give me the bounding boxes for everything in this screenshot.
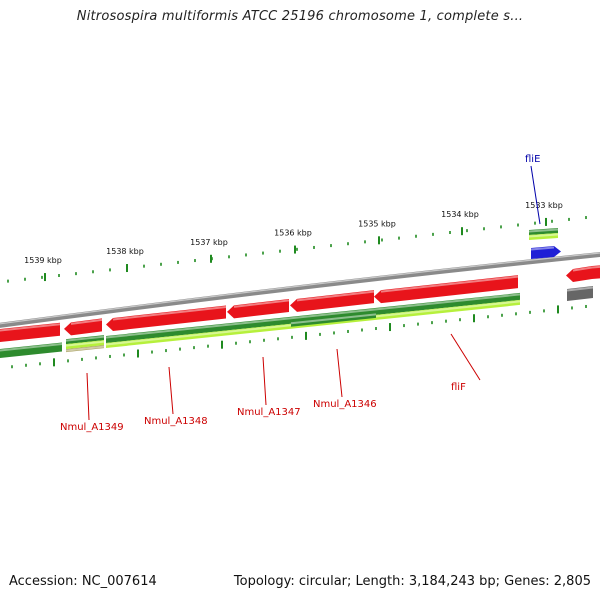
gene-label-nmul_a1347[interactable]: Nmul_A1347	[237, 407, 301, 418]
gene-arrow-red-highlight	[233, 299, 290, 308]
ruler-tick-label: 1535 kbp	[358, 219, 396, 228]
gene-arrow-red-highlight	[380, 275, 519, 293]
gene-arrow-blue[interactable]	[531, 246, 561, 259]
cds-band-dark-highlight	[290, 313, 377, 325]
gene-arrow-grey-highlight	[566, 286, 594, 292]
cds-band-light[interactable]	[66, 340, 104, 350]
gene-arrow-red[interactable]	[374, 275, 518, 304]
cds-band-dark[interactable]	[0, 342, 62, 359]
gene-track	[0, 228, 600, 359]
cds-band-dark[interactable]	[529, 228, 558, 235]
backbone-highlight	[0, 252, 600, 325]
gene-arrow-red-highlight	[591, 265, 600, 269]
gene-arrow-red[interactable]	[592, 265, 600, 279]
ruler-tick-label: 1536 kbp	[274, 229, 312, 238]
gene-label-nmul_a1348[interactable]: Nmul_A1348	[144, 416, 208, 427]
map-title: Nitrosospira multiformis ATCC 25196 chro…	[76, 9, 524, 24]
ruler-tick-label: 1534 kbp	[441, 210, 479, 219]
gene-arrow-red[interactable]	[106, 305, 226, 331]
gene-arrow-red[interactable]	[0, 322, 60, 343]
cds-band-dark-highlight	[528, 228, 559, 233]
backbone-line	[0, 251, 600, 328]
gene-label-flif[interactable]: fliF	[451, 382, 466, 393]
gene-arrow-blue-highlight	[530, 246, 555, 251]
gene-leader-line	[168, 366, 174, 415]
cds-band-dark[interactable]	[291, 312, 376, 327]
gene-arrow-red-highlight	[0, 323, 61, 332]
gene-arrow-grey[interactable]	[567, 286, 593, 301]
gene-label-nmul_a1349[interactable]: Nmul_A1349	[60, 422, 124, 433]
gene-arrow-red-highlight	[572, 266, 593, 272]
gene-leader-line	[336, 348, 343, 398]
cds-band-dark-highlight	[0, 343, 63, 352]
gene-arrow-red-highlight	[70, 318, 103, 325]
gene-leader-line	[262, 356, 267, 406]
gene-leader-line	[86, 372, 90, 421]
chromosome-backbone	[0, 251, 600, 328]
cds-band-light-highlight	[528, 233, 559, 238]
kbp-ruler: 1539 kbp 1538 kbp 1537 kbp 1536 kbp 1535 kbp…	[7, 201, 587, 369]
ruler-tick-label: 1533 kbp	[525, 201, 563, 210]
cds-band-olive-highlight	[65, 345, 105, 352]
genome-stats-text: Topology: circular; Length: 3,184,243 bp…	[233, 574, 591, 589]
gene-arrow-red[interactable]	[227, 298, 289, 319]
gene-label-flie[interactable]: fliE	[525, 154, 540, 165]
accession-text: Accession: NC_007614	[9, 574, 157, 589]
cds-band-dark-highlight	[105, 293, 521, 339]
cds-band-dark-highlight	[65, 335, 105, 342]
ruler-tick-label: 1538 kbp	[106, 247, 144, 256]
ruler-tick-label: 1539 kbp	[24, 256, 62, 265]
gene-arrow-red[interactable]	[64, 318, 102, 336]
cds-band-light-highlight	[65, 340, 105, 347]
gene-labels: Nmul_A1349 Nmul_A1348 Nmul_A1347 Nmul_A1346…	[60, 154, 541, 433]
ruler-tick-label: 1537 kbp	[190, 238, 228, 247]
gene-arrow-red[interactable]	[290, 290, 374, 312]
gene-arrow-red-highlight	[296, 290, 375, 302]
cds-band-dark[interactable]	[66, 335, 104, 345]
gene-leader-line	[450, 333, 481, 381]
gene-arrow-red[interactable]	[566, 266, 592, 282]
cds-band-light[interactable]	[529, 233, 558, 240]
cds-band-olive[interactable]	[66, 345, 104, 353]
gene-arrow-red-highlight	[112, 306, 227, 321]
cds-band-dark[interactable]	[106, 292, 520, 343]
gene-leader-line	[530, 165, 541, 225]
gene-label-nmul_a1346[interactable]: Nmul_A1346	[313, 399, 377, 410]
